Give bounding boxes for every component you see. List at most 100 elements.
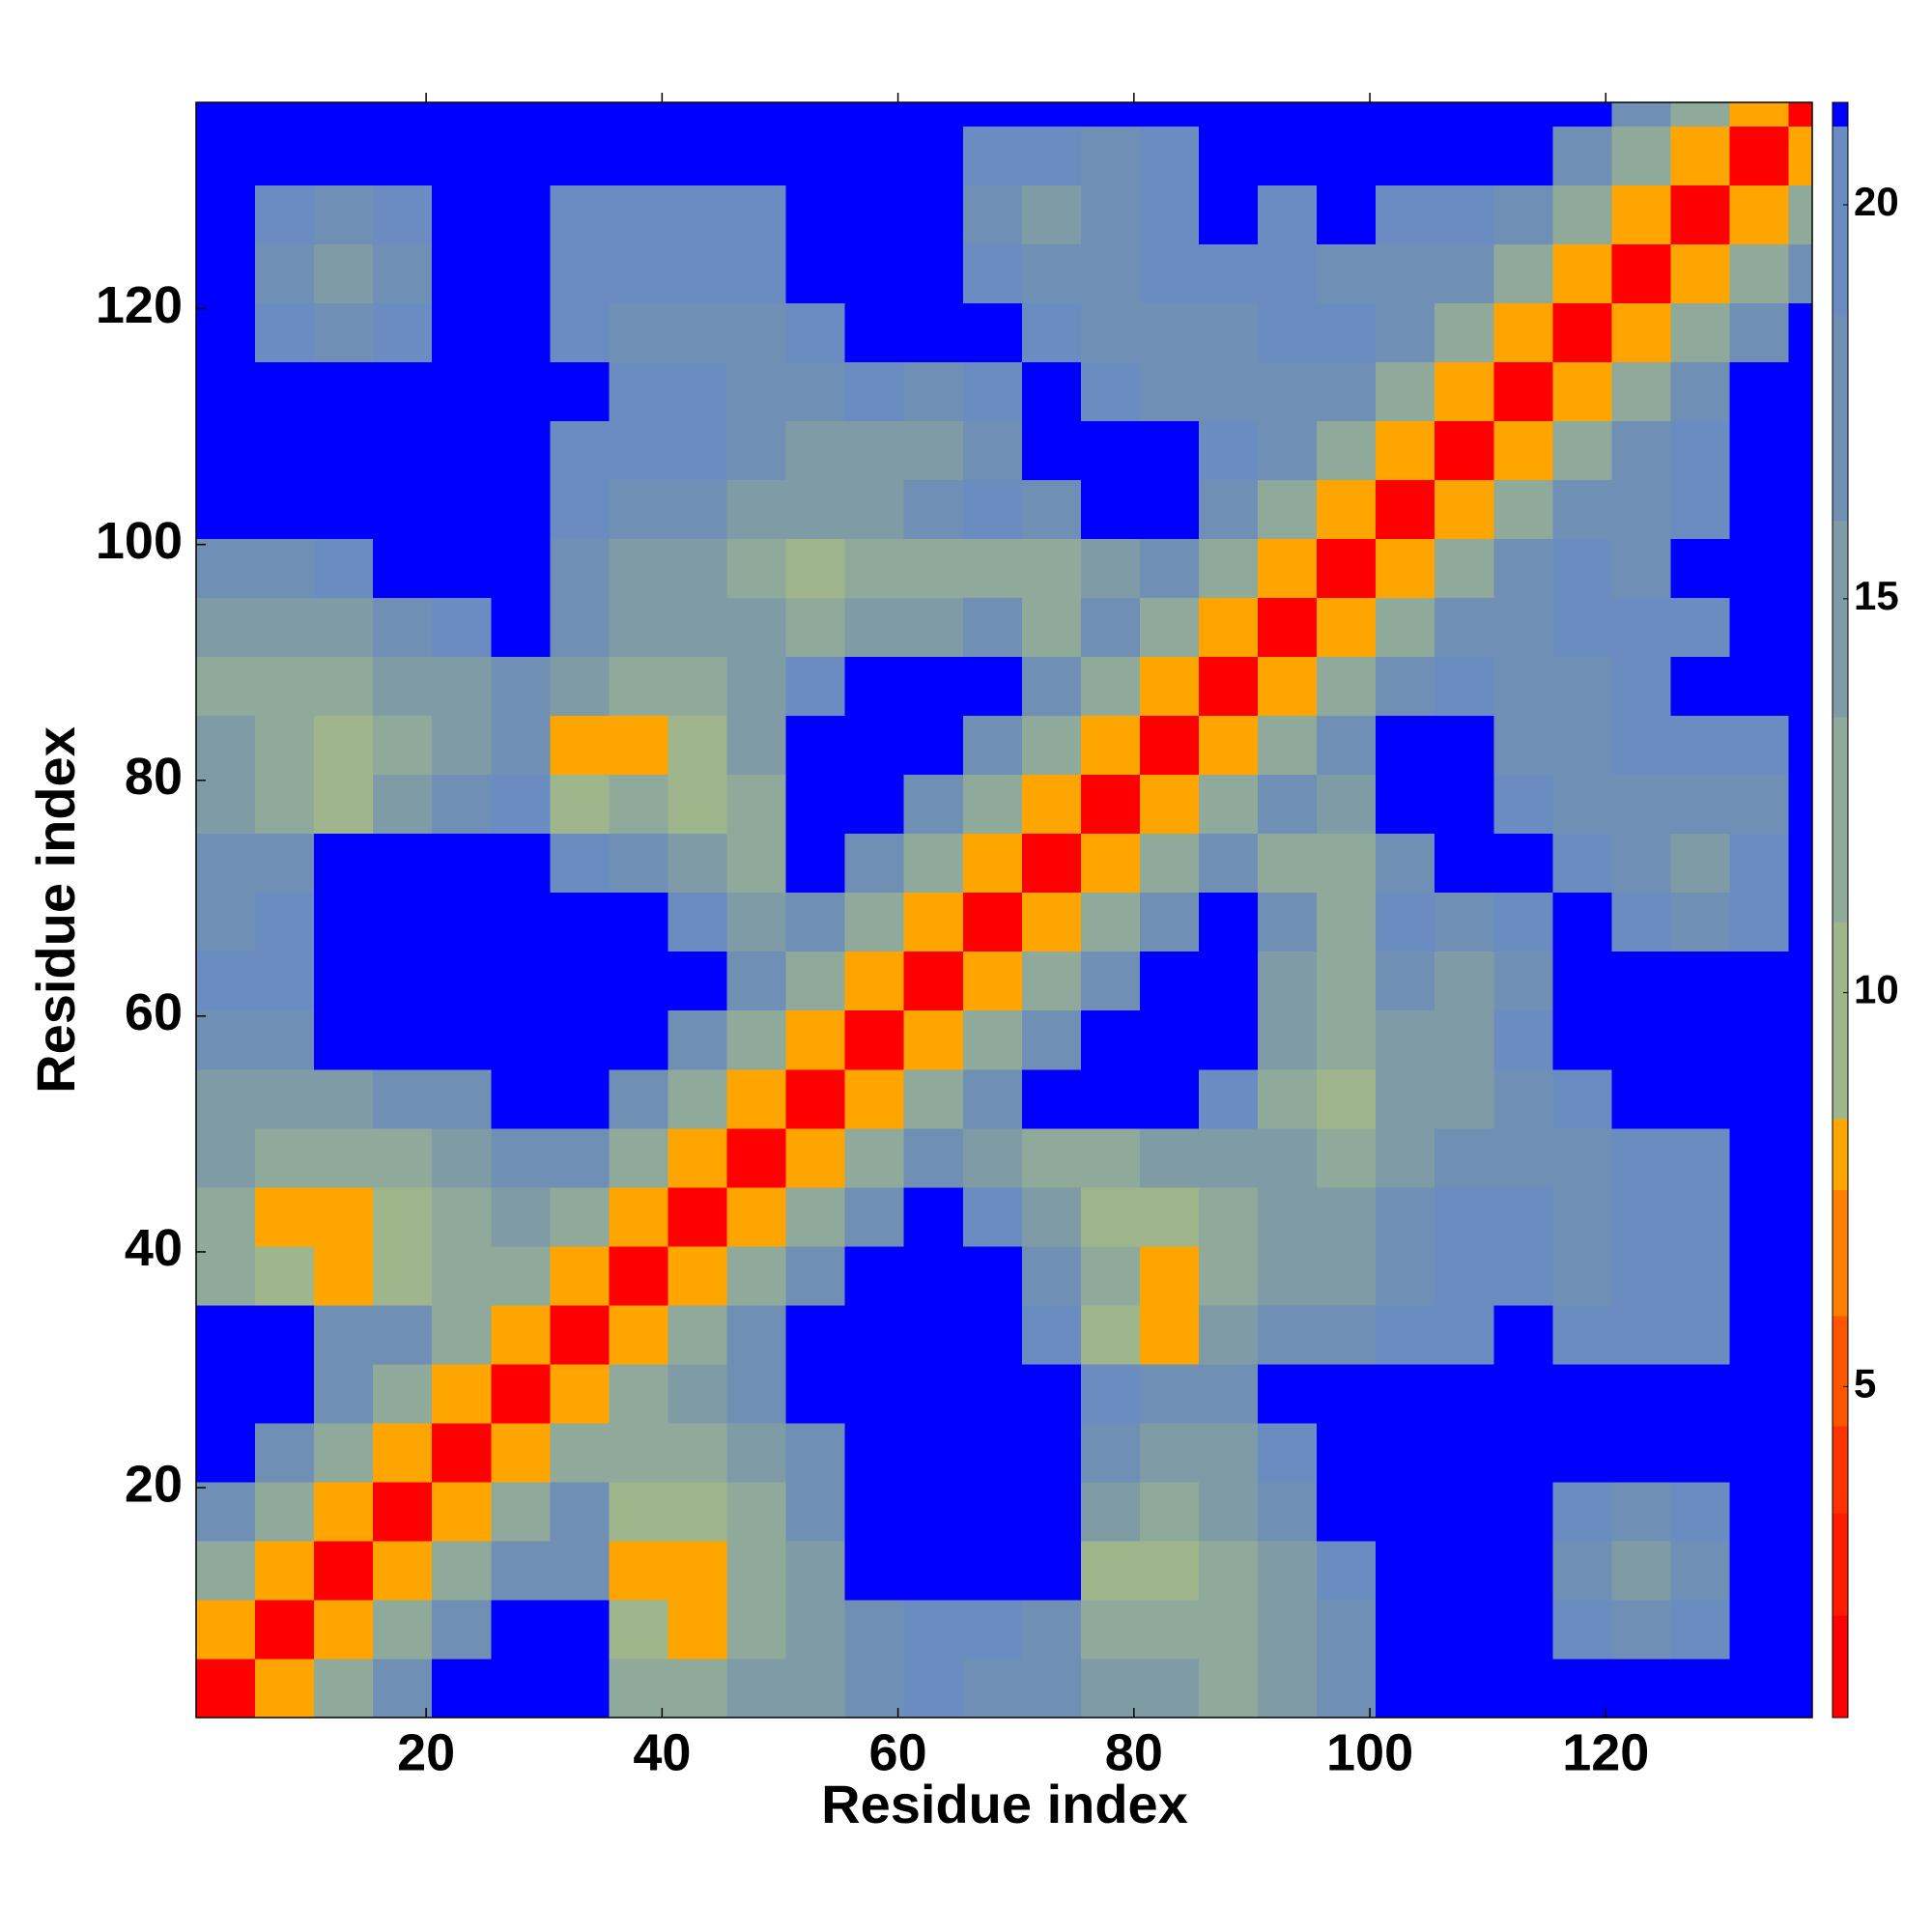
heatmap-cell [1611, 1009, 1671, 1070]
heatmap-cell [1317, 656, 1377, 717]
heatmap-cell [1258, 479, 1318, 540]
heatmap-cell [903, 1127, 964, 1188]
heatmap-cell [844, 597, 905, 658]
heatmap-cell [550, 1009, 610, 1070]
heatmap-cell [1080, 597, 1141, 658]
heatmap-cell [1317, 538, 1377, 599]
heatmap-cell [1729, 1009, 1790, 1070]
x-axis-label: Residue index [821, 1774, 1188, 1834]
heatmap-cell [1435, 1363, 1494, 1424]
heatmap-cell [1670, 302, 1731, 362]
heatmap-cell [1021, 243, 1082, 303]
heatmap-cell [1435, 1009, 1494, 1070]
heatmap-cell [1317, 1186, 1377, 1247]
heatmap-cell [1493, 1009, 1553, 1070]
heatmap-cell [609, 1009, 668, 1070]
heatmap-cell [609, 420, 668, 481]
heatmap-cell [1552, 102, 1612, 127]
heatmap-cell [1139, 597, 1200, 658]
heatmap-cell [1552, 1658, 1612, 1719]
heatmap-cell [1021, 774, 1082, 835]
heatmap-cell [844, 302, 905, 362]
heatmap-cell [1435, 1658, 1494, 1719]
heatmap-cell [1080, 1658, 1141, 1719]
heatmap-cell [550, 1304, 610, 1365]
heatmap-cell [1552, 1599, 1612, 1660]
heatmap-cell [1080, 833, 1141, 894]
heatmap-cell [314, 1009, 374, 1070]
heatmap-cell [314, 1127, 374, 1188]
heatmap-cell [1435, 1245, 1494, 1306]
heatmap-cell [609, 1599, 668, 1660]
heatmap-cell [1258, 420, 1318, 481]
heatmap-cell [1139, 715, 1200, 776]
heatmap-cell [668, 479, 728, 540]
heatmap-cell [255, 1068, 315, 1129]
heatmap-cell [491, 1481, 551, 1542]
heatmap-cell [196, 243, 256, 303]
heatmap-cell [1080, 102, 1141, 127]
heatmap-cell [314, 538, 374, 599]
heatmap-cell [1198, 361, 1259, 422]
heatmap-cell [491, 1068, 551, 1129]
colorbar-segment [1833, 520, 1848, 718]
heatmap-cell [1552, 243, 1612, 303]
heatmap-cell [726, 1186, 787, 1247]
colorbar-segment [1833, 922, 1848, 1120]
heatmap-cell [550, 1540, 610, 1601]
heatmap-cell [1080, 892, 1141, 952]
heatmap-cell [844, 1245, 905, 1306]
heatmap-cell [1021, 715, 1082, 776]
heatmap-cell [1729, 1186, 1790, 1247]
heatmap-cell [373, 243, 433, 303]
heatmap-cell [1198, 185, 1259, 244]
heatmap-cell [668, 1009, 728, 1070]
heatmap-cell [1258, 1127, 1318, 1188]
heatmap-cell [1552, 1186, 1612, 1247]
heatmap-cell [1317, 1599, 1377, 1660]
heatmap-cell [1729, 951, 1790, 1011]
heatmap-cell [1552, 1540, 1612, 1601]
heatmap-cell [1258, 243, 1318, 303]
heatmap-cell [668, 1304, 728, 1365]
heatmap-cell [1788, 715, 1813, 776]
heatmap-cell [785, 951, 846, 1011]
heatmap-cell [785, 1009, 846, 1070]
heatmap-cell [1670, 1068, 1731, 1129]
heatmap-cell [1198, 1481, 1259, 1542]
heatmap-cell [432, 1068, 492, 1129]
heatmap-cell [1611, 538, 1671, 599]
heatmap-cell [1788, 1599, 1813, 1660]
heatmap-cell [491, 102, 551, 127]
heatmap-cell [1258, 185, 1318, 244]
heatmap-cell [1670, 1658, 1731, 1719]
heatmap-cell [1493, 1363, 1553, 1424]
heatmap-cell [903, 1304, 964, 1365]
heatmap-cell [1670, 597, 1731, 658]
heatmap-cell [255, 1422, 315, 1483]
heatmap-cell [844, 538, 905, 599]
heatmap-cell [1729, 243, 1790, 303]
heatmap-cell [432, 774, 492, 835]
heatmap-cell [785, 656, 846, 717]
heatmap-cell [255, 420, 315, 481]
heatmap-cell [1788, 1186, 1813, 1247]
heatmap-cell [1435, 892, 1494, 952]
heatmap-cell [255, 1599, 315, 1660]
heatmap-cell [1435, 479, 1494, 540]
heatmap-cell [491, 656, 551, 717]
heatmap-cell [1376, 126, 1435, 185]
heatmap-cell [1552, 1245, 1612, 1306]
heatmap-cell [255, 715, 315, 776]
heatmap-cell [726, 126, 787, 185]
heatmap-cell [1139, 479, 1200, 540]
heatmap-cell [196, 420, 256, 481]
heatmap-cell [1552, 538, 1612, 599]
heatmap-cell [609, 715, 668, 776]
heatmap-cell [314, 420, 374, 481]
heatmap-cell [962, 1009, 1023, 1070]
heatmap-cell [668, 715, 728, 776]
heatmap-cell [903, 833, 964, 894]
heatmap-cell [432, 1186, 492, 1247]
heatmap-cell [844, 1481, 905, 1542]
